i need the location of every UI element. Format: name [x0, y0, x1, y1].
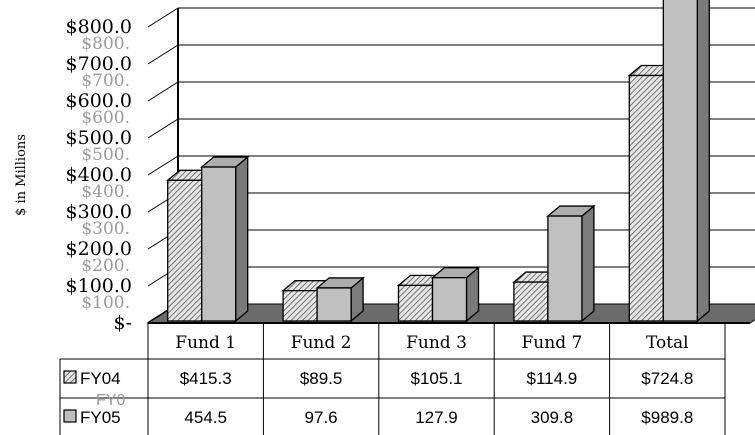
data-label: $724.8 [641, 369, 693, 388]
bar-front [167, 179, 203, 322]
bar-fy05-total [662, 0, 710, 323]
bar-front [513, 281, 549, 322]
y-tick-label: $800.0 [66, 16, 132, 38]
legend-key-fy05 [63, 409, 77, 423]
bar-fy05-fund-2 [315, 276, 365, 323]
y-tick-label: $200.0 [66, 238, 132, 260]
bar-fy04-total [627, 64, 678, 323]
bar-fy05-fund-1 [199, 155, 250, 323]
data-label: $89.5 [300, 369, 343, 388]
legend-ghost-label: FY0 [96, 392, 125, 409]
bar-fy05-fund-7 [546, 204, 596, 323]
side-gridline [147, 155, 179, 176]
side-gridline [147, 7, 179, 28]
x-tick-label: Fund 1 [175, 333, 236, 353]
y-tick-ghost-label: $100. [81, 293, 130, 313]
bar-front [662, 0, 698, 322]
y-tick-label: $700.0 [66, 53, 132, 75]
y-tick-ghost-label: $400. [81, 182, 130, 202]
bar-front [282, 290, 318, 322]
bar-front [431, 277, 468, 322]
legend-key-fy04 [63, 370, 77, 384]
legend-label-fy05: FY05 [80, 408, 121, 427]
y-tick-label: $400.0 [66, 164, 132, 186]
y-tick-label: $300.0 [66, 201, 132, 223]
x-tick-label: Fund 2 [291, 333, 352, 353]
y-tick-ghost-label: $200. [81, 256, 130, 276]
y-tick-label: $500.0 [66, 127, 132, 149]
bar-side [235, 155, 249, 323]
legend-label-fy04: FY04 [80, 369, 121, 388]
y-tick-ghost-label: $300. [81, 219, 130, 239]
y-axis: $-$100.0$200.0$300.0$400.0$500.0$600.0$7… [66, 16, 132, 334]
y-tick-ghost-label: $600. [81, 108, 130, 128]
data-label: $105.1 [411, 369, 463, 388]
x-tick-label: Fund 3 [406, 333, 467, 353]
data-label: 454.5 [184, 408, 227, 427]
y-tick-ghost-label: $700. [81, 71, 130, 91]
data-label: $114.9 [527, 369, 578, 388]
y-tick-ghost-label: $500. [81, 145, 130, 165]
bars [165, 0, 710, 323]
x-tick-label: Total [646, 333, 689, 353]
bar-front [316, 287, 352, 322]
side-gridline [147, 118, 179, 139]
bar-fy05-fund-3 [430, 266, 481, 323]
y-axis-label: $ in Millions [14, 134, 29, 216]
data-label: 309.8 [531, 408, 574, 427]
bar-front [628, 74, 664, 322]
y-tick-ghost-label: $800. [81, 34, 130, 54]
y-tick-label: $100.0 [66, 275, 132, 297]
data-label: 127.9 [415, 408, 458, 427]
data-label: 97.6 [305, 408, 338, 427]
y-tick-label: $- [113, 312, 132, 334]
bar-side [696, 0, 710, 323]
bar-front [397, 284, 434, 322]
side-gridline [147, 44, 179, 65]
data-label: $989.8 [641, 408, 693, 427]
x-tick-label: Fund 7 [522, 333, 583, 353]
data-table: Fund 1 Fund 2 Fund 3 Fund 7 Total FY04 $415.3 $… [59, 323, 726, 435]
data-label: $415.3 [180, 369, 232, 388]
y-tick-label: $600.0 [66, 90, 132, 112]
bar-front [547, 215, 583, 322]
side-gridline [147, 81, 179, 102]
bar-front [201, 166, 237, 322]
bar-side [581, 204, 595, 323]
